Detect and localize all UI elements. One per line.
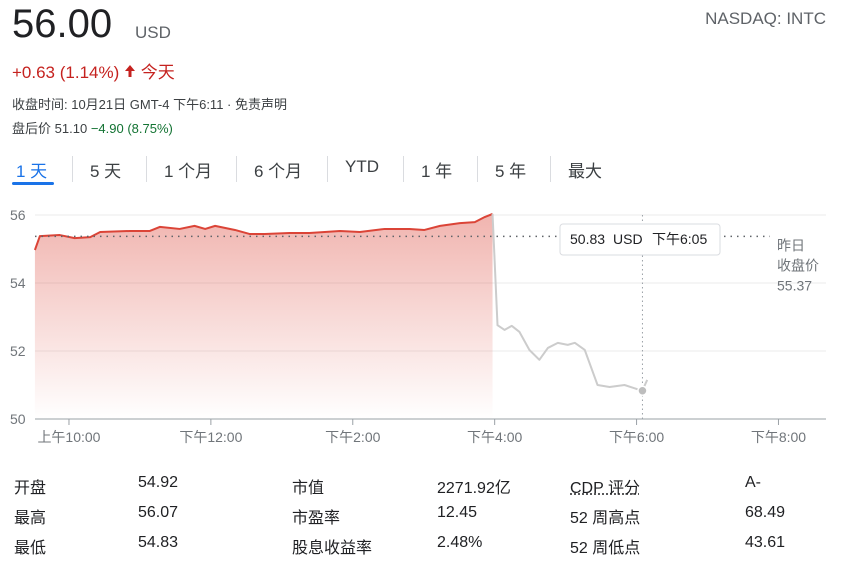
- stat-value: 68.49: [745, 504, 786, 521]
- stat-label: 最高: [14, 510, 47, 527]
- y-tick-label: 54: [10, 275, 26, 291]
- stat-label: 开盘: [14, 480, 47, 497]
- stat-label: 市值: [292, 480, 325, 497]
- prev-close-label: 收盘价: [777, 257, 819, 273]
- stat-value: 2271.92亿: [437, 480, 511, 497]
- tab-separator: [72, 156, 73, 182]
- prev-close-value: 55.37: [777, 277, 812, 293]
- price-line: [33, 213, 493, 251]
- x-tick-label: 上午10:00: [37, 429, 100, 445]
- stat-label: 52 周高点: [570, 510, 641, 527]
- up-arrow: [125, 65, 135, 77]
- x-tick-label: 下午12:00: [179, 429, 242, 445]
- stat-label: 52 周低点: [570, 540, 641, 557]
- tab-separator: [477, 156, 478, 182]
- y-tick-label: 52: [10, 343, 26, 359]
- x-tick-label: 下午6:00: [609, 429, 664, 445]
- after-hours-price: 51.10: [54, 121, 88, 136]
- y-tick-label: 56: [10, 207, 26, 223]
- tab[interactable]: 6 个月: [254, 162, 303, 181]
- tab[interactable]: YTD: [345, 157, 379, 176]
- stat-value: 54.83: [138, 534, 179, 551]
- x-tick-label: 下午4:00: [467, 429, 522, 445]
- change: +0.63 (1.14%) 今天: [12, 58, 175, 83]
- stat-value: 12.45: [437, 504, 478, 521]
- after-hours-label: 盘后价: [12, 121, 52, 136]
- active-tab-underline: [12, 182, 54, 185]
- tooltip-unit: USD: [613, 231, 643, 247]
- tab-separator: [236, 156, 237, 182]
- prev-close-label: 昨日: [777, 237, 805, 253]
- x-tick-label: 下午2:00: [325, 429, 380, 445]
- tab-separator: [403, 156, 404, 182]
- y-tick-label: 50: [10, 411, 26, 427]
- after-hours: 盘后价 51.10 −4.90 (8.75%): [12, 118, 173, 137]
- chart: 56 54 52 50 上午10:00 下午12:00 下午2:00 下午4:00 下午6:00…: [10, 207, 826, 445]
- stat-label: CDP 评分: [570, 480, 640, 497]
- tab[interactable]: 5 年: [495, 162, 527, 181]
- stat-value: 43.61: [745, 534, 786, 551]
- change-value: +0.63 (1.14%): [12, 63, 120, 82]
- tab[interactable]: 5 天: [90, 162, 122, 181]
- after-hours-change: −4.90 (8.75%): [90, 121, 173, 136]
- tab-separator: [146, 156, 147, 182]
- stat-value: 54.92: [138, 474, 179, 491]
- stat-value: 2.48%: [437, 534, 483, 551]
- currency: USD: [135, 23, 171, 42]
- stat-label: 市盈率: [292, 510, 341, 527]
- stat-value: A-: [745, 474, 761, 491]
- tab[interactable]: 1 个月: [164, 162, 213, 181]
- stat-label: 最低: [14, 540, 47, 557]
- tab-separator: [550, 156, 551, 182]
- close-time: 收盘时间: 10月21日 GMT-4 下午6:11 ·: [12, 97, 235, 112]
- stat-label: 股息收益率: [292, 540, 373, 557]
- change-period: 今天: [140, 63, 175, 82]
- price-line: [491, 213, 649, 392]
- area: [34, 213, 493, 419]
- tab-separator: [327, 156, 328, 182]
- stat-value: 56.07: [138, 504, 179, 521]
- close-time-line: 收盘时间: 10月21日 GMT-4 下午6:11 · 免责声明: [12, 94, 287, 113]
- tab[interactable]: 1 天: [16, 162, 48, 181]
- x-tick-label: 下午8:00: [751, 429, 806, 445]
- tooltip-value: 50.83: [570, 231, 605, 247]
- price: 56.00: [12, 2, 113, 46]
- disclaimer[interactable]: 免责声明: [234, 97, 287, 112]
- tab[interactable]: 1 年: [421, 162, 453, 181]
- ticker: NASDAQ: INTC: [705, 9, 826, 28]
- tab[interactable]: 最大: [568, 162, 602, 181]
- tooltip-time: 下午6:05: [652, 231, 707, 247]
- cursor-dot: [637, 385, 648, 397]
- tooltip-box: [559, 223, 721, 256]
